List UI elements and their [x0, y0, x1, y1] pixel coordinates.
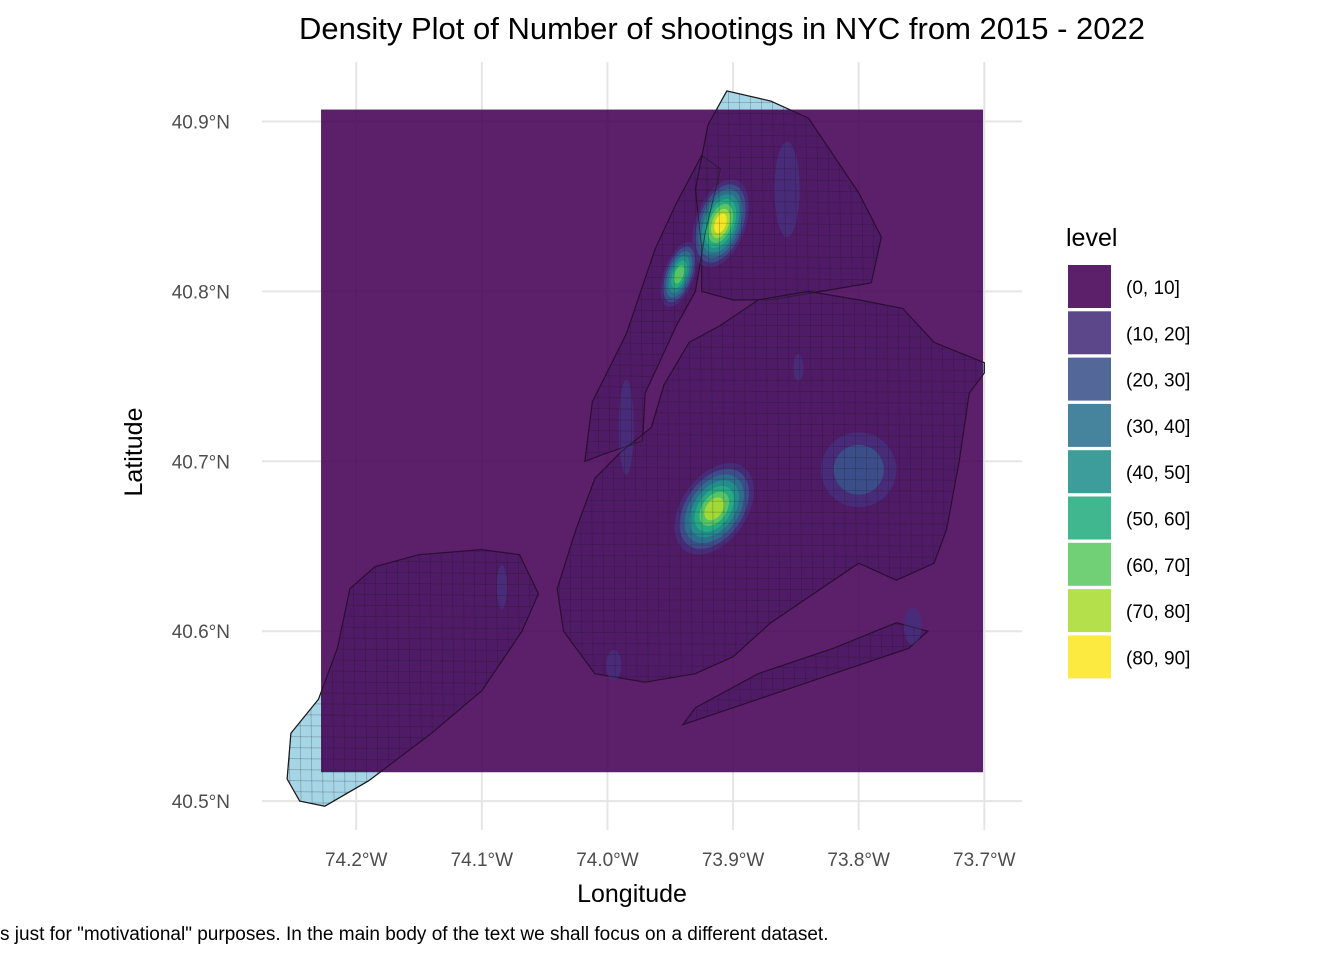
x-axis-ticks: 74.2°W 74.1°W 74.0°W 73.9°W 73.8°W 73.7°W: [325, 850, 1016, 871]
density-hotspot-3: [774, 141, 800, 238]
legend-swatch-5: [1068, 496, 1111, 540]
legend-label-6: (60, 70]: [1126, 556, 1190, 577]
legend-swatch-0: [1068, 265, 1111, 308]
borough-outline-bronx: [694, 90, 882, 301]
legend-swatch-6: [1068, 542, 1111, 586]
hotspot-0-level-8: [714, 213, 727, 234]
x-tick-label-0: 74.2°W: [325, 850, 388, 871]
density-hotspot-2: [674, 463, 754, 555]
density-hotspot-6: [496, 564, 507, 610]
legend-label-1: (10, 20]: [1126, 324, 1190, 345]
y-tick-label-1: 40.6°N: [172, 622, 230, 643]
legend-label-0: (0, 10]: [1126, 278, 1180, 299]
borough-outline-staten-island: [286, 549, 539, 807]
density-hotspot-7: [606, 649, 622, 681]
y-tick-label-2: 40.7°N: [172, 452, 230, 473]
hotspot-4-level-2: [833, 444, 884, 495]
hotspot-6-level-1: [496, 564, 507, 610]
density-hotspot-4: [820, 432, 897, 508]
legend-entries: (0, 10] (10, 20] (20, 30] (30, 40] (40, 50] (…: [1068, 265, 1190, 679]
density-hotspot-1: [660, 242, 698, 307]
y-axis-title: Latitude: [120, 408, 148, 497]
legend-label-8: (80, 90]: [1126, 648, 1190, 669]
legend-label-2: (20, 30]: [1126, 371, 1190, 392]
density-hotspot-9: [793, 354, 804, 382]
hotspot-1-level-6: [673, 265, 685, 284]
legend-label-3: (30, 40]: [1126, 417, 1190, 438]
x-axis-title: Longitude: [577, 880, 687, 908]
borough-outline-brooklyn-queens: [556, 290, 985, 683]
hotspot-2-level-7: [704, 497, 725, 521]
y-tick-label-4: 40.9°N: [172, 112, 230, 133]
hotspot-8-level-1: [903, 607, 922, 645]
legend-label-4: (40, 50]: [1126, 463, 1190, 484]
borough-outline-manhattan: [584, 154, 722, 463]
density-hotspot-8: [903, 607, 922, 645]
x-tick-label-2: 74.0°W: [576, 850, 639, 871]
plot-panel: [262, 62, 1022, 830]
x-tick-label-4: 73.8°W: [827, 850, 890, 871]
legend-label-5: (50, 60]: [1126, 510, 1190, 531]
y-tick-label-3: 40.8°N: [172, 282, 230, 303]
y-axis-ticks: 40.5°N 40.6°N 40.7°N 40.8°N 40.9°N: [172, 112, 230, 813]
legend-label-7: (70, 80]: [1126, 602, 1190, 623]
chart-caption: s just for "motivational" purposes. In t…: [0, 924, 829, 945]
x-tick-label-5: 73.7°W: [953, 850, 1016, 871]
legend: level (0, 10] (10, 20] (20, 30] (30, 40] (40…: [1066, 224, 1190, 679]
y-tick-label-0: 40.5°N: [172, 792, 230, 813]
hotspot-7-level-1: [606, 649, 622, 681]
borough-outline-rockaway: [681, 622, 929, 726]
legend-swatch-3: [1068, 403, 1111, 447]
legend-title: level: [1066, 224, 1117, 252]
hotspot-3-level-1: [774, 141, 800, 238]
legend-swatch-7: [1068, 589, 1111, 633]
legend-swatch-1: [1068, 311, 1111, 355]
legend-swatch-2: [1068, 357, 1111, 401]
x-tick-label-1: 74.1°W: [451, 850, 514, 871]
legend-swatch-8: [1068, 635, 1111, 679]
x-tick-label-3: 73.9°W: [702, 850, 765, 871]
hotspot-9-level-1: [793, 354, 804, 382]
chart-title: Density Plot of Number of shootings in N…: [299, 11, 1145, 46]
legend-swatch-4: [1068, 450, 1111, 494]
